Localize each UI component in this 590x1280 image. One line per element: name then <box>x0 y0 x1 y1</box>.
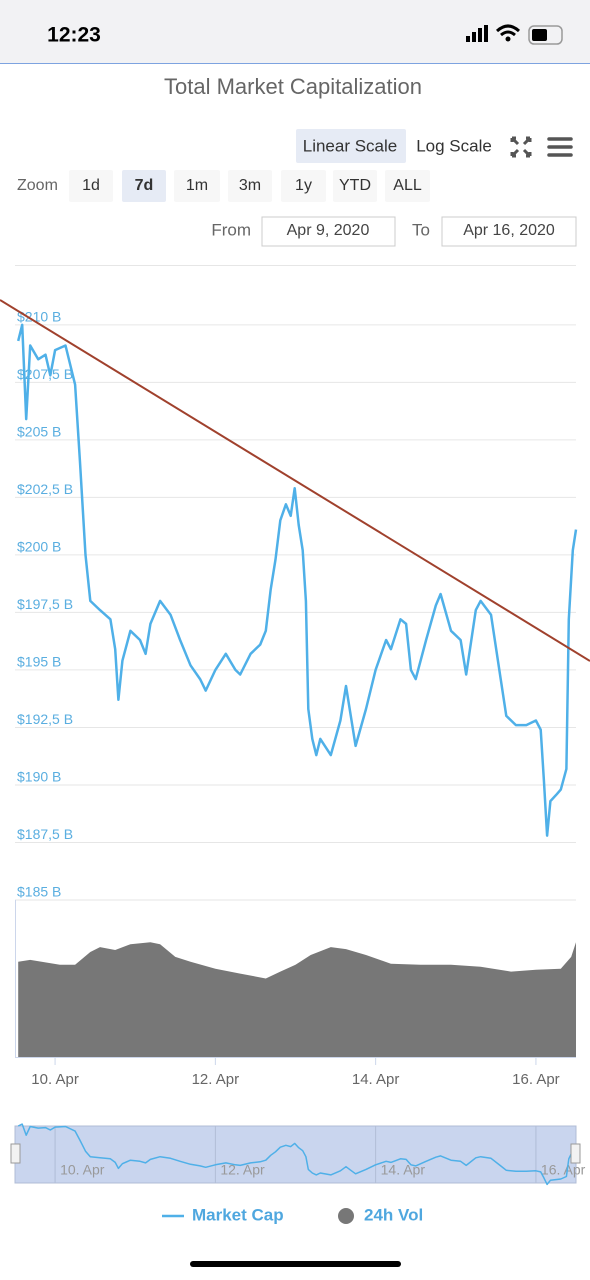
scale-button[interactable] <box>296 129 406 163</box>
navigator-tick-label: 12. Apr <box>220 1162 265 1178</box>
wifi-dot <box>505 36 511 42</box>
trend-line-drawing <box>0 299 590 662</box>
scale-button-label[interactable]: Linear Scale <box>303 136 398 155</box>
navigator-tick-label: 10. Apr <box>60 1162 105 1178</box>
zoom-button[interactable] <box>122 170 166 202</box>
zoom-button-label[interactable]: 1m <box>186 177 208 194</box>
y-tick-label: $185 B <box>17 884 61 900</box>
wifi-icon <box>495 24 521 37</box>
to-input[interactable] <box>441 216 577 247</box>
plot-area: $185 B $187,5 B $190 B $192,5 B $195 B $197,5… <box>15 309 578 1088</box>
zoom-button-label[interactable]: ALL <box>393 177 422 194</box>
x-tick-label: 10. Apr <box>31 1071 79 1088</box>
from-date[interactable]: Apr 9, 2020 <box>287 222 370 239</box>
volume-area <box>18 942 576 1057</box>
to-date[interactable]: Apr 16, 2020 <box>463 222 555 239</box>
zoom-button-label[interactable]: YTD <box>339 177 371 194</box>
y-tick-label: $187,5 B <box>17 826 73 842</box>
zoom-label: Zoom <box>17 177 58 194</box>
scale-button-label[interactable]: Log Scale <box>416 136 492 155</box>
zoom-button-label[interactable]: 7d <box>135 177 154 194</box>
legend: Market Cap 24h Vol <box>162 1205 423 1224</box>
legend-label[interactable]: Market Cap <box>192 1205 284 1224</box>
x-tick-label: 12. Apr <box>192 1071 240 1088</box>
y-tick-label: $202,5 B <box>17 481 73 497</box>
zoom-button[interactable] <box>333 170 377 202</box>
navigator[interactable] <box>14 1125 577 1184</box>
zoom-button[interactable] <box>69 170 113 202</box>
y-tick-label: $195 B <box>17 654 61 670</box>
zoom-button-label[interactable]: 1y <box>295 177 312 194</box>
fullscreen-icon[interactable] <box>510 136 532 158</box>
y-tick-label: $210 B <box>17 309 61 325</box>
navigator-handle[interactable] <box>10 1143 21 1164</box>
zoom-buttons: 1d 7d 1m 3m 1y YTD ALL <box>69 170 430 202</box>
legend-symbol[interactable] <box>338 1208 354 1224</box>
battery-icon <box>528 25 563 45</box>
navigator-series: 10. Apr 12. Apr 14. Apr 16. Apr <box>17 1123 586 1186</box>
home-indicator <box>190 1261 401 1267</box>
y-tick-label: $190 B <box>17 769 61 785</box>
to-label: To <box>412 220 430 239</box>
y-tick-label: $200 B <box>17 539 61 555</box>
x-tick-label: 16. Apr <box>512 1071 560 1088</box>
y-tick-label: $192,5 B <box>17 711 73 727</box>
zoom-button-label[interactable]: 1d <box>82 177 100 194</box>
status-bar <box>0 0 590 63</box>
zoom-button[interactable] <box>385 170 430 202</box>
zoom-button[interactable] <box>281 170 326 202</box>
y-tick-label: $205 B <box>17 424 61 440</box>
status-time: 12:23 <box>47 24 101 47</box>
legend-label[interactable]: 24h Vol <box>364 1205 423 1224</box>
navigator-line <box>17 1123 577 1186</box>
x-tick-label: 14. Apr <box>352 1071 400 1088</box>
y-tick-label: $197,5 B <box>17 596 73 612</box>
navigator-tick-label: 16. Apr <box>541 1162 586 1178</box>
zoom-button[interactable] <box>228 170 272 202</box>
from-input[interactable] <box>261 216 396 247</box>
menu-icon[interactable] <box>547 137 573 157</box>
y-tick-label: $207,5 B <box>17 366 73 382</box>
zoom-button[interactable] <box>174 170 220 202</box>
chart-title: Total Market Capitalization <box>164 74 422 99</box>
from-label: From <box>211 220 251 239</box>
navigator-handle[interactable] <box>570 1143 581 1164</box>
zoom-button-label[interactable]: 3m <box>239 177 261 194</box>
battery-level <box>532 29 547 41</box>
signal-icon <box>466 25 488 42</box>
line-series <box>16 323 578 837</box>
